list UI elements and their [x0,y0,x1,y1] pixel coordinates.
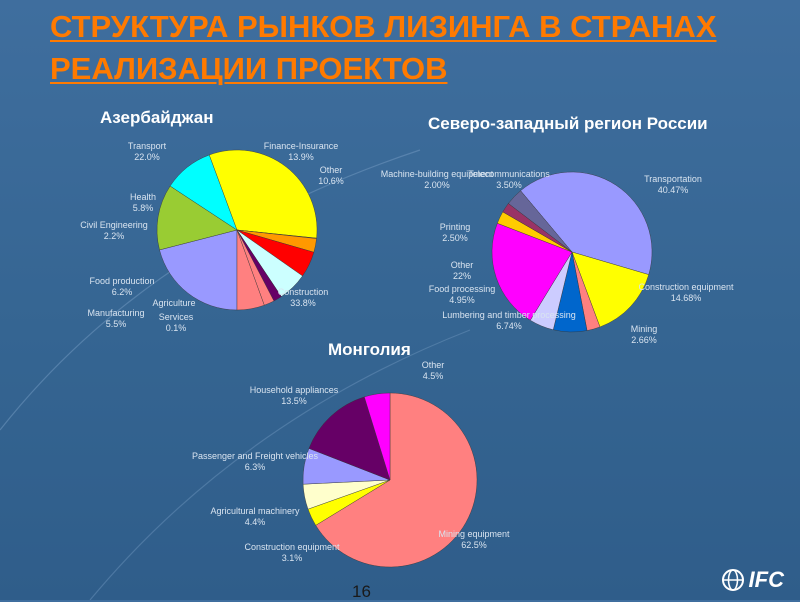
pie-slice [508,190,573,253]
slice-label: Machine-building equipment 2.00% [381,169,494,190]
slice-label: Passenger and Freight vehicles 6.3% [192,451,319,472]
slice-label: Other 10.6% [318,165,344,186]
ifc-logo: IFC [721,567,784,593]
slice-label: Lumbering and timber processing 6.74% [442,310,576,331]
slice-label: Food production 6.2% [89,276,154,297]
slice-label: Construction equipment 3.1% [244,542,340,563]
slice-label: Food processing 4.95% [429,284,496,305]
slice-label: Health 5.8% [130,192,156,213]
logo-text: IFC [748,567,784,592]
chart-title-russia-northwest: Северо-западный регион России [428,114,708,133]
slice-label: Transport 22.0% [128,141,167,162]
pie-slice [159,229,238,311]
globe-icon [721,569,744,591]
pie-slice [209,149,318,239]
page-number: 16 [352,582,371,601]
slice-label: Other 22% [451,260,474,281]
slice-label: Construction 33.8% [278,287,329,308]
slice-label: Civil Engineering 2.2% [80,220,148,241]
slice-label: Printing 2.50% [440,222,471,243]
slice-label: Telecommunications 3.50% [468,169,550,190]
slice-label: Other 4.5% [422,360,445,381]
pie-slice [491,223,573,321]
slice-label: Mining equipment 62.5% [438,529,510,550]
pie-slice [236,229,265,311]
slide-title: СТРУКТУРА РЫНКОВ ЛИЗИНГА В СТРАНАХ РЕАЛИ… [50,9,717,86]
pie-slice [520,171,653,275]
pie-slice [364,392,391,481]
slice-label: Transportation 40.47% [644,174,702,195]
slice-label: Mining 2.66% [631,324,658,345]
chart-title-mongolia: Монголия [328,340,411,359]
slice-label: Household appliances 13.5% [250,385,339,406]
slice-label: Agricultural machinery 4.4% [210,506,300,527]
chart-title-azerbaijan: Азербайджан [100,108,214,127]
slice-label: Services 0.1% [159,312,194,333]
pie-slice [571,251,649,328]
slice-label: Manufacturing 5.5% [87,308,144,329]
pie-slice [156,185,238,251]
slice-label: Construction equipment 14.68% [638,282,734,303]
pie-slice [315,392,478,568]
slice-label: Finance-Insurance 13.9% [264,141,339,162]
slice-label: Agriculture [152,298,195,308]
pie-slice [308,396,391,481]
